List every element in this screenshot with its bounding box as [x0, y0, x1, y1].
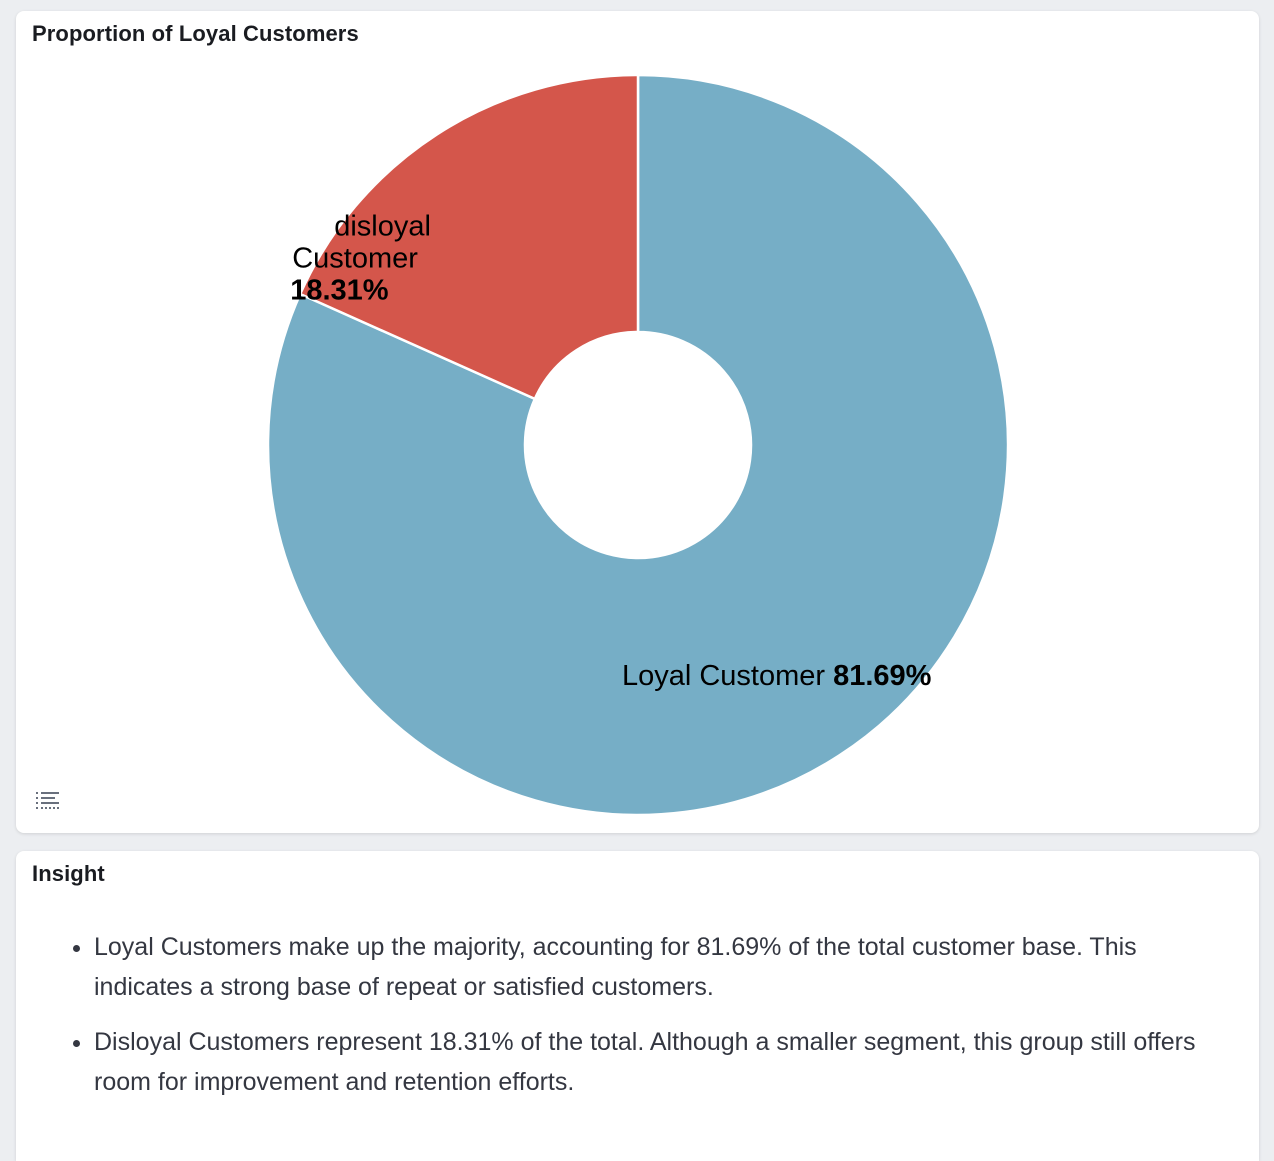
chart-panel: Loyal Customer 81.69% disloyal Customer 18.…	[16, 11, 1259, 833]
donut-chart: Loyal Customer 81.69% disloyal Customer 18.…	[266, 73, 1010, 817]
slice-label: disloyal Customer 18.31%	[290, 211, 431, 307]
slice-percent-label: 81.69%	[833, 660, 932, 692]
slice-label: Loyal Customer 81.69%	[622, 660, 932, 692]
insight-list: Loyal Customers make up the majority, ac…	[48, 927, 1229, 1117]
slice-category-label: Customer	[292, 243, 418, 275]
slice-category-label: Loyal Customer	[622, 660, 833, 692]
insight-bullet: Disloyal Customers represent 18.31% of t…	[94, 1022, 1229, 1102]
legend-toggle-button[interactable]	[34, 789, 62, 813]
pie-slice-disloyal-customer[interactable]	[298, 73, 640, 401]
insight-panel: Insight Loyal Customers make up the majo…	[16, 851, 1259, 1161]
slice-category-label: disloyal	[334, 211, 431, 243]
insight-bullet: Loyal Customers make up the majority, ac…	[94, 927, 1229, 1007]
chart-title: Proportion of Loyal Customers	[32, 21, 359, 46]
insight-title: Insight	[32, 861, 105, 886]
slice-percent-label: 18.31%	[290, 275, 389, 307]
list-icon	[36, 792, 59, 809]
pie-slice-loyal-customer[interactable]	[266, 73, 1010, 817]
